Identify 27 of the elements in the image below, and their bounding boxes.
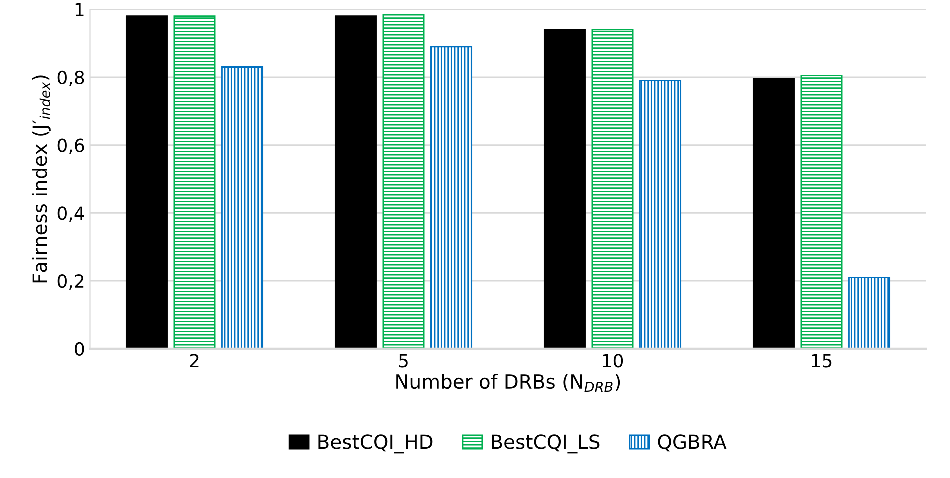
y-tick-label: 0 — [75, 342, 84, 356]
x-tick-label: 10 — [603, 354, 624, 368]
bar — [430, 46, 473, 349]
bar — [640, 80, 682, 349]
bar — [800, 75, 843, 349]
y-tick-label: 1 — [76, 3, 84, 16]
bar — [752, 78, 795, 349]
x-tick-label: 15 — [812, 354, 832, 368]
bar — [544, 29, 586, 349]
x-tick-label: 2 — [190, 354, 199, 368]
bar — [382, 14, 425, 349]
x-axis-title: Number of DRBs (N$_{DRB}$) — [396, 374, 620, 392]
legend-label: QGBRA — [658, 434, 727, 452]
x-tick-label: 5 — [399, 354, 408, 368]
bar — [222, 66, 264, 349]
bar — [592, 29, 634, 349]
y-axis-title: Fairness index (J′$_{index}$) — [32, 76, 51, 283]
bar — [174, 16, 216, 349]
bar — [848, 276, 891, 349]
y-tick-label: 0,6 — [58, 138, 84, 154]
y-tick-label: 0,4 — [58, 206, 84, 222]
legend-label: BestCQI_HD — [318, 434, 433, 454]
y-tick-label: 0,2 — [58, 274, 84, 290]
legend-label: BestCQI_LS — [492, 434, 600, 454]
y-tick-label: 0,8 — [58, 70, 84, 86]
bar — [126, 16, 168, 349]
bar — [334, 16, 377, 349]
